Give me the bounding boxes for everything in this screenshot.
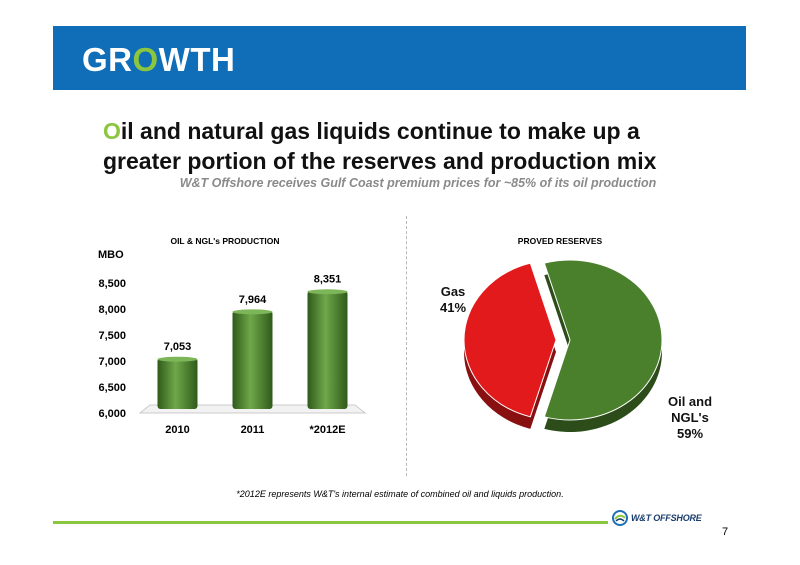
company-logo: W&T OFFSHORE: [612, 510, 702, 526]
bar-value-label: 8,351: [314, 274, 342, 286]
x-tick-label: *2012E: [309, 424, 345, 436]
page-title: GROWTH: [82, 41, 236, 78]
bar-top: [307, 289, 348, 295]
headline-accent-letter: O: [103, 118, 121, 144]
footer-rule: [53, 521, 608, 524]
y-tick-label: 7,500: [98, 330, 126, 342]
pie-chart-title: PROVED RESERVES: [517, 236, 603, 246]
title-banner: [53, 26, 746, 90]
y-tick-label: 6,000: [98, 408, 126, 420]
y-tick-label: 8,000: [98, 304, 126, 316]
logo-text: W&T OFFSHORE: [631, 513, 702, 523]
production-bar-chart: MBO 6,000 6,500 7,000 7,500 8,000 8,500 7,053 20…: [98, 249, 367, 436]
x-tick-label: 2010: [165, 424, 189, 436]
y-tick-label: 7,000: [98, 356, 126, 368]
pie-slice: [463, 262, 557, 418]
bar-chart-title: OIL & NGL's PRODUCTION: [170, 236, 280, 246]
bar: [157, 358, 198, 409]
pie-label-oil: Oil and NGL's 59%: [667, 394, 713, 441]
page-number: 7: [722, 526, 729, 538]
bar-top: [157, 356, 198, 362]
pie-label-gas: Gas 41%: [440, 284, 467, 315]
swirl-logo-icon: [612, 510, 628, 526]
y-tick-label: 6,500: [98, 382, 126, 394]
headline-text: il and natural gas liquids continue to m…: [103, 118, 657, 174]
y-tick-label: 8,500: [98, 278, 126, 290]
headline: Oil and natural gas liquids continue to …: [103, 116, 703, 176]
x-tick-label: 2011: [241, 424, 265, 436]
reserves-pie-chart: [463, 259, 663, 432]
bar-value-label: 7,053: [164, 341, 192, 353]
subheading: W&T Offshore receives Gulf Coast premium…: [179, 176, 657, 190]
bar: [307, 290, 348, 409]
title-accent-letter: O: [132, 41, 159, 78]
bar: [232, 310, 273, 409]
bar-top: [232, 309, 273, 315]
footnote: *2012E represents W&T's internal estimat…: [236, 489, 564, 499]
pie-slice: [543, 259, 663, 421]
section-divider: [406, 216, 407, 476]
y-axis-label: MBO: [98, 249, 124, 261]
bar-value-label: 7,964: [239, 294, 267, 306]
